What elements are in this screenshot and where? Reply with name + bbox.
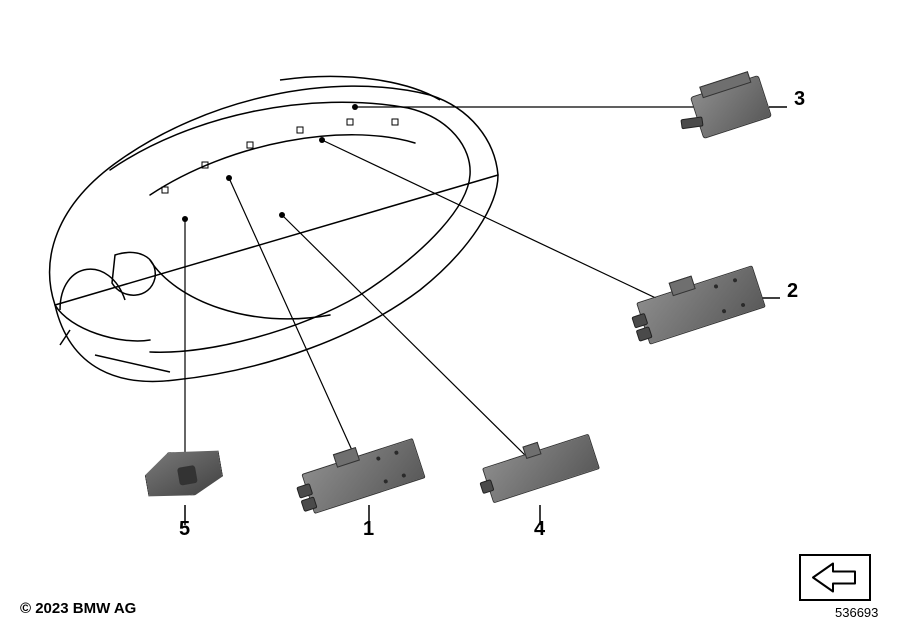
callout-label-4: 4 <box>534 518 545 541</box>
callout-label-2: 2 <box>787 280 798 303</box>
callout-label-5: 5 <box>179 518 190 541</box>
diagram-stage: { "canvas": { "width": 900, "height": 63… <box>0 0 900 630</box>
callout-label-3: 3 <box>794 88 805 111</box>
copyright-text: © 2023 BMW AG <box>20 600 136 617</box>
callout-label-1: 1 <box>363 518 374 541</box>
document-number: 536693 <box>835 605 878 620</box>
